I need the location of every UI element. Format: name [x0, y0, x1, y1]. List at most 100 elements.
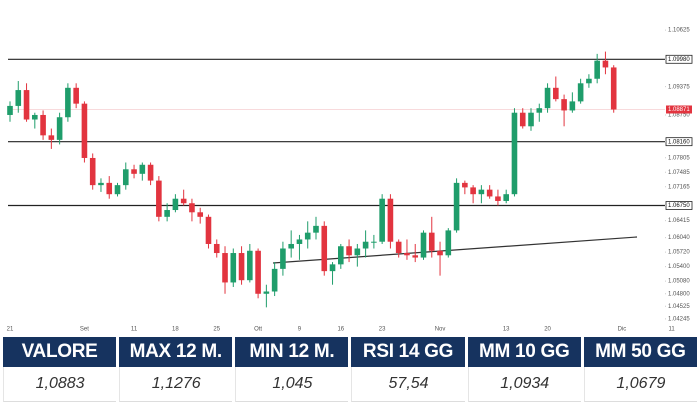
y-tick-label: 1.09375: [668, 84, 690, 90]
last-price-label: 1.08871: [668, 107, 690, 113]
candle-body: [263, 291, 270, 294]
y-tick-label: 1.06750: [668, 203, 690, 209]
value-cell: 1,0883: [3, 367, 117, 402]
candle-body: [346, 246, 352, 256]
candle-body: [379, 198, 385, 242]
candle-body: [445, 230, 452, 256]
value-row: 1,0883 1,1276 1,045 57,54 1,0934 1,0679: [3, 367, 697, 402]
y-tick-label: 1.07165: [668, 184, 690, 190]
x-tick-label: 13: [503, 327, 510, 333]
header-cell: MIN 12 M.: [235, 337, 349, 367]
candle-body: [420, 232, 427, 258]
y-tick-label: 1.05400: [668, 264, 690, 270]
candle-body: [503, 194, 509, 201]
x-tick-label: 23: [379, 327, 386, 333]
value-cell: 1,1276: [119, 367, 233, 402]
candle-body: [114, 185, 121, 195]
candle-body: [40, 114, 46, 136]
candle-body: [131, 169, 137, 174]
candle-body: [271, 268, 278, 292]
header-cell: MM 10 GG: [467, 337, 581, 367]
y-tick-label: 1.08160: [668, 139, 690, 145]
y-tick-label: 1.09980: [668, 57, 690, 63]
candle-body: [586, 78, 592, 84]
candle-body: [486, 189, 493, 197]
candle-body: [561, 99, 567, 111]
x-tick-label: 21: [7, 327, 14, 333]
candle-body: [362, 241, 369, 249]
candle-body: [81, 103, 88, 158]
x-tick-label: 11: [668, 327, 675, 333]
candle-body: [329, 264, 336, 272]
candle-body: [288, 243, 294, 249]
stats-table: VALORE MAX 12 M. MIN 12 M. RSI 14 GG MM …: [0, 337, 700, 402]
candle-body: [395, 241, 402, 254]
candle-body: [189, 203, 195, 213]
candle-body: [98, 182, 104, 186]
candle-body: [602, 60, 609, 68]
candle-body: [122, 169, 129, 186]
x-tick-label: Dic: [618, 327, 627, 333]
candle-body: [15, 90, 22, 106]
candle-body: [65, 87, 71, 118]
candle-body: [106, 182, 113, 195]
x-tick-label: 20: [544, 327, 551, 333]
candle-body: [313, 225, 319, 233]
header-cell: VALORE: [3, 337, 117, 367]
candle-body: [470, 187, 476, 195]
y-tick-label: 1.08750: [668, 113, 690, 119]
candle-body: [577, 83, 584, 102]
x-tick-label: 11: [131, 327, 138, 333]
candle-body: [172, 198, 179, 211]
candle-body: [213, 243, 220, 254]
candle-body: [56, 117, 63, 140]
y-tick-label: 1.05720: [668, 250, 690, 256]
candle-body: [553, 87, 559, 100]
chart: 1.10625 1.09980 1.09375 1.08750 1.08160 1.078…: [7, 28, 693, 333]
y-tick-label: 1.07485: [668, 170, 690, 176]
y-tick-label: 1.05080: [668, 279, 690, 285]
candle-body: [569, 101, 576, 111]
candle-body: [255, 250, 261, 294]
candle-body: [354, 248, 361, 256]
value-cell: 1,0934: [467, 367, 581, 402]
candle-body: [453, 182, 460, 231]
x-tick-label: 18: [172, 327, 179, 333]
candle-body: [230, 253, 237, 283]
candle-body: [536, 108, 543, 113]
x-tick-label: 9: [298, 327, 302, 333]
candle-body: [428, 232, 435, 251]
candle-body: [495, 196, 501, 201]
candle-body: [280, 248, 286, 269]
candle-body: [610, 67, 617, 110]
candle-body: [147, 164, 154, 181]
candle-body: [296, 239, 303, 244]
candle-body: [73, 87, 79, 104]
y-tick-label: 1.06040: [668, 235, 690, 241]
value-cell: 1,045: [235, 367, 349, 402]
header-row: VALORE MAX 12 M. MIN 12 M. RSI 14 GG MM …: [3, 337, 697, 367]
candle-body: [338, 246, 344, 265]
candle-body: [371, 241, 377, 243]
candle-body: [32, 114, 38, 120]
header-cell: RSI 14 GG: [351, 337, 465, 367]
candle-body: [247, 250, 253, 281]
header-cell: MAX 12 M.: [119, 337, 233, 367]
x-tick-label: 25: [213, 327, 220, 333]
value-cell: 1,0679: [583, 367, 697, 402]
y-tick-label: 1.07805: [668, 155, 690, 161]
last-price-box: [666, 105, 692, 114]
y-tick-label: 1.10625: [668, 28, 690, 34]
candle-body: [164, 210, 170, 217]
y-tick-label: 1.06415: [668, 218, 690, 224]
x-tick-label: Set: [80, 327, 89, 333]
value-cell: 57,54: [351, 367, 465, 402]
candle-body: [594, 60, 600, 79]
candle-body: [89, 157, 96, 186]
candle-body: [511, 112, 518, 195]
candle-body: [205, 216, 212, 244]
y-tick-label: 1.04800: [668, 291, 690, 297]
x-tick-label: Ott: [254, 327, 262, 333]
candle-body: [48, 135, 55, 140]
